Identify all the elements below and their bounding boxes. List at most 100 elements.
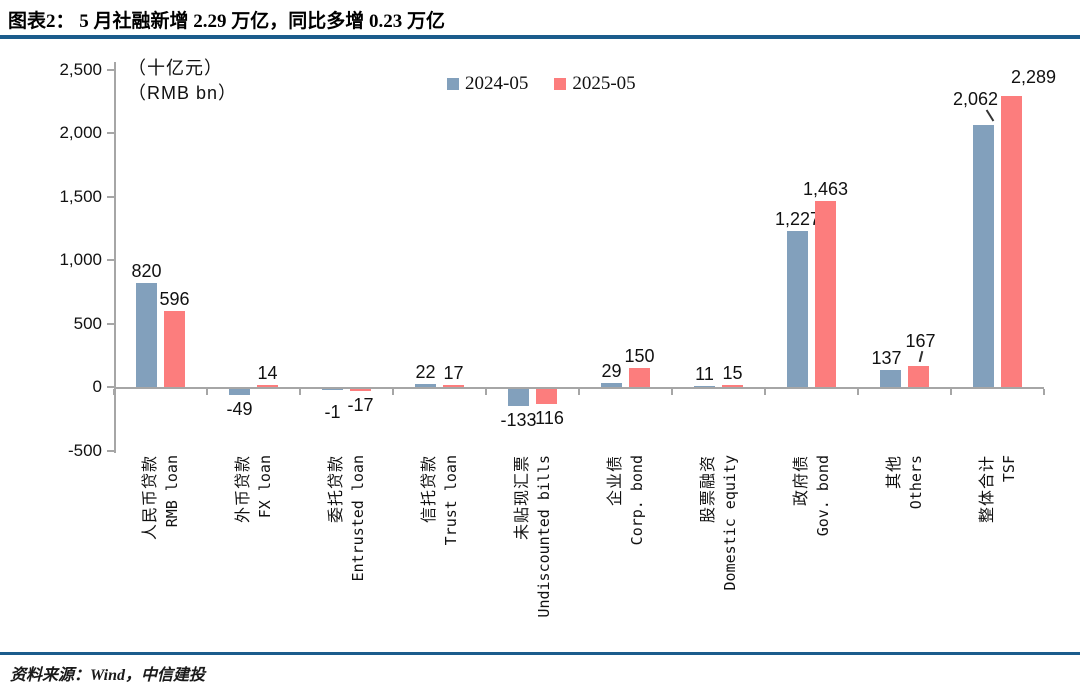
y-tick-label: 500 xyxy=(73,313,102,333)
bar xyxy=(536,389,557,404)
category-label-en: Entrusted loan xyxy=(348,455,367,582)
category-label-text: 委托贷款 Entrusted loan xyxy=(326,455,368,643)
x-tick xyxy=(671,389,673,395)
x-tick xyxy=(578,389,580,395)
bar-chart: （十亿元） （RMB bn） 2024-05 2025-05 2,500 2,000… xyxy=(59,58,1057,643)
y-tick xyxy=(107,322,114,325)
bar-value-label: 14 xyxy=(257,363,278,384)
bar xyxy=(880,369,901,387)
bar-value-label: -49 xyxy=(226,399,253,420)
figure-title: 图表2： 5 月社融新增 2.29 万亿，同比多增 0.23 万亿 xyxy=(8,11,446,32)
y-tick xyxy=(107,132,114,134)
category-label-en: Domestic equity xyxy=(720,455,739,591)
category-label-zh: 委托贷款 xyxy=(327,455,345,524)
category-label-en: Undiscounted bills xyxy=(534,455,553,618)
category-label-zh: 人民币贷款 xyxy=(141,455,159,541)
bar-value-label: 137 xyxy=(871,347,902,368)
y-tick-label: 0 xyxy=(92,377,102,396)
bar xyxy=(908,365,929,387)
bar-value-label: 150 xyxy=(624,345,655,366)
bar xyxy=(973,125,994,387)
bar-value-label: 2,062 xyxy=(952,89,999,110)
x-tick xyxy=(392,389,394,395)
category-label-en: TSF xyxy=(999,455,1018,483)
footer-rule xyxy=(0,652,1080,655)
y-tick xyxy=(107,195,114,198)
category-label-text: 企业债 Corp. bond xyxy=(605,455,647,643)
category-label-text: 政府债 Gov. bond xyxy=(791,455,833,643)
bar xyxy=(694,385,715,387)
leader-line xyxy=(918,350,924,363)
bar-value-label: 167 xyxy=(905,330,936,351)
category-label-en: FX loan xyxy=(255,455,274,519)
category-label-zh: 外币贷款 xyxy=(234,455,252,524)
category-label-zh: 政府债 xyxy=(792,455,810,507)
category-label-zh: 股票融资 xyxy=(699,455,717,524)
category-label-text: 其他 Others xyxy=(884,455,926,643)
legend-item: 2025-05 xyxy=(554,73,636,95)
bar xyxy=(629,367,650,387)
bar xyxy=(722,385,743,387)
x-tick xyxy=(113,389,115,395)
bar-value-label: 820 xyxy=(131,260,162,281)
x-tick xyxy=(950,389,952,395)
category-label-text: 人民币贷款 RMB loan xyxy=(140,455,182,643)
bar xyxy=(322,389,343,390)
category-label-zh: 信托贷款 xyxy=(420,455,438,524)
y-tick-label: 1,000 xyxy=(59,250,102,269)
bar-value-label: 29 xyxy=(601,361,622,382)
category-label-zh: 未贴现汇票 xyxy=(513,455,531,541)
y-tick xyxy=(107,68,114,71)
category-label-en: Gov. bond xyxy=(813,455,832,537)
bar xyxy=(443,384,464,387)
bar-value-label: -116 xyxy=(529,407,564,428)
x-tick xyxy=(206,389,208,395)
category-label-zh: 其他 xyxy=(885,455,903,490)
bar xyxy=(257,385,278,387)
category-label-text: 整体合计 TSF xyxy=(977,455,1019,643)
bar xyxy=(1001,96,1022,387)
leader-line xyxy=(985,109,995,122)
bar-value-label: 1,227 xyxy=(774,209,821,230)
category-label-en: Others xyxy=(906,455,925,510)
bar-value-label: -133 xyxy=(500,409,537,430)
legend-label: 2024-05 xyxy=(465,73,529,94)
source-note: 资料来源：Wind，中信建投 xyxy=(10,667,205,684)
x-tick xyxy=(1043,389,1045,395)
x-tick xyxy=(857,389,859,395)
y-tick xyxy=(107,449,114,452)
y-tick-label: 2,500 xyxy=(59,59,102,79)
x-axis xyxy=(114,387,1044,389)
bar-value-label: 11 xyxy=(695,363,714,384)
bar-value-label: 2,289 xyxy=(1010,67,1057,88)
bar-value-label: 15 xyxy=(722,363,743,384)
legend-label: 2025-05 xyxy=(572,73,636,94)
bar xyxy=(415,384,436,387)
category-label-zh: 整体合计 xyxy=(978,455,996,524)
chart-legend: 2024-05 2025-05 xyxy=(447,73,636,95)
bar xyxy=(136,282,157,387)
y-tick xyxy=(107,259,114,261)
bar-value-label: -17 xyxy=(347,395,374,416)
bar xyxy=(815,201,836,387)
bar xyxy=(164,311,185,387)
bar-value-label: 596 xyxy=(159,289,190,310)
bar-value-label: 22 xyxy=(415,362,436,383)
x-tick xyxy=(299,389,301,395)
category-label-en: Corp. bond xyxy=(627,455,646,546)
category-label-zh: 企业债 xyxy=(606,455,624,507)
bar xyxy=(787,231,808,387)
y-tick-label: 1,500 xyxy=(59,186,102,206)
y-tick-label: 2,000 xyxy=(59,123,102,142)
x-tick xyxy=(485,389,487,395)
y-axis xyxy=(114,62,116,453)
title-rule xyxy=(0,35,1080,39)
axis-unit-line-en: （RMB bn） xyxy=(128,83,238,103)
bar-value-label: 17 xyxy=(443,362,464,383)
category-label-text: 股票融资 Domestic equity xyxy=(698,455,740,643)
legend-item: 2024-05 xyxy=(447,73,528,95)
y-tick xyxy=(107,386,114,388)
category-label-en: Trust loan xyxy=(441,455,460,546)
category-label-text: 未贴现汇票 Undiscounted bills xyxy=(512,455,554,643)
